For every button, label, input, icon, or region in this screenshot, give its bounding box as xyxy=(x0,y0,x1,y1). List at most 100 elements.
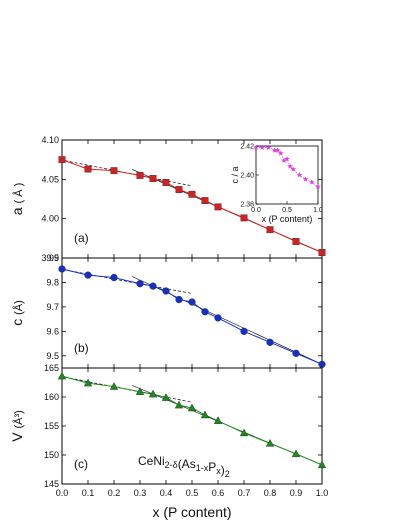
x-tick-label: 0.7 xyxy=(238,488,251,498)
data-point-2 xyxy=(265,144,272,150)
y-axis-label: a ( Å ) xyxy=(9,183,25,215)
y-tick-label: 165 xyxy=(44,363,59,373)
data-point-0 xyxy=(57,371,67,380)
y-tick-label: 3.95 xyxy=(41,253,59,263)
y-tick-label: 9.6 xyxy=(46,326,59,336)
x-tick-label: 0.6 xyxy=(212,488,225,498)
series-line xyxy=(61,268,323,365)
inset-y-tick-label: 2.38 xyxy=(240,202,254,209)
data-point-7 xyxy=(188,298,196,306)
panel-c: 145 150 155 160 165 V (Å³) (c) xyxy=(9,363,327,489)
panel-b: 9.5 9.6 9.7 9.8 9.9 c (Å) (b) xyxy=(9,253,326,369)
data-point-0 xyxy=(58,265,66,273)
data-point-5 xyxy=(277,150,284,156)
data-point-7 xyxy=(188,190,196,198)
x-tick-label: 0.9 xyxy=(290,488,303,498)
data-point-11 xyxy=(266,338,274,346)
y-tick-label: 155 xyxy=(44,421,59,431)
data-point-7 xyxy=(284,156,290,162)
y-tick-label: 9.5 xyxy=(46,351,59,361)
trend-line-low-x xyxy=(59,268,193,294)
data-point-9 xyxy=(213,416,223,424)
data-point-5 xyxy=(161,393,171,401)
data-point-11 xyxy=(266,226,274,234)
data-point-12 xyxy=(292,349,300,357)
data-point-3 xyxy=(271,147,278,153)
y-tick-label: 150 xyxy=(44,450,59,460)
data-point-9 xyxy=(290,166,297,172)
data-point-8 xyxy=(287,163,293,169)
data-point-0 xyxy=(253,144,259,150)
y-tick-label: 9.9 xyxy=(46,253,59,263)
y-tick-label: 4.10 xyxy=(41,135,59,145)
data-point-10 xyxy=(240,214,248,222)
data-point-9 xyxy=(214,203,222,211)
inset-y-axis-label: c / a xyxy=(230,166,240,183)
data-point-10 xyxy=(296,172,303,178)
data-point-9 xyxy=(214,314,222,322)
inset-x-tick-label: 1.0 xyxy=(313,207,323,214)
y-axis-label: V (Å³) xyxy=(9,410,25,442)
data-point-10 xyxy=(240,327,248,335)
y-tick-label: 145 xyxy=(44,479,59,489)
x-tick-label: 0.4 xyxy=(160,488,173,498)
panel-label: (b) xyxy=(74,341,89,355)
x-tick-label: 0.5 xyxy=(186,488,199,498)
data-point-8 xyxy=(200,410,210,419)
data-point-2 xyxy=(110,273,118,282)
panel-label: (a) xyxy=(74,231,89,245)
data-point-0 xyxy=(58,156,66,164)
data-point-12 xyxy=(291,449,301,458)
data-point-8 xyxy=(201,197,209,204)
data-point-10 xyxy=(239,428,249,437)
inset-x-tick-label: 0.5 xyxy=(282,207,292,214)
x-tick-label: 0.2 xyxy=(108,488,121,498)
x-tick-label: 1.0 xyxy=(316,488,329,498)
data-point-5 xyxy=(162,179,170,186)
x-tick-label: 0.8 xyxy=(264,488,277,498)
y-tick-label: 4.00 xyxy=(41,214,59,224)
data-point-4 xyxy=(149,175,157,182)
y-tick-label: 9.7 xyxy=(46,302,59,312)
panel-label: (c) xyxy=(74,457,88,471)
data-point-12 xyxy=(308,179,315,185)
data-point-1 xyxy=(84,165,92,173)
data-point-2 xyxy=(110,167,118,175)
data-point-4 xyxy=(274,147,281,153)
data-point-7 xyxy=(187,403,197,412)
data-point-6 xyxy=(175,295,183,304)
data-point-1 xyxy=(83,378,93,387)
y-tick-label: 9.8 xyxy=(46,277,59,287)
data-point-1 xyxy=(259,144,266,150)
data-point-3 xyxy=(135,387,145,395)
y-tick-label: 160 xyxy=(44,392,59,402)
y-axis-label: c (Å) xyxy=(9,300,25,326)
x-axis-label: x (P content) xyxy=(152,504,231,520)
series-line xyxy=(61,159,323,253)
data-point-6 xyxy=(174,400,184,409)
data-point-3 xyxy=(136,171,144,179)
inset-y-tick-label: 2.42 xyxy=(240,144,254,151)
data-point-5 xyxy=(162,287,170,295)
data-point-11 xyxy=(265,438,275,447)
data-point-8 xyxy=(201,308,209,316)
data-point-6 xyxy=(281,157,287,163)
data-point-2 xyxy=(109,382,119,390)
data-point-13 xyxy=(318,360,326,368)
data-point-13 xyxy=(315,183,321,190)
formula-label: CeNi2-δ(As1-xPx)2 xyxy=(138,454,230,479)
data-point-13 xyxy=(317,460,327,469)
data-point-12 xyxy=(292,238,300,245)
inset-x-tick-label: 0.0 xyxy=(251,207,261,214)
y-tick-label: 4.05 xyxy=(41,174,59,184)
inset-frame xyxy=(255,145,319,205)
inset-x-axis-label: x (P content) xyxy=(262,214,313,224)
plot-frame xyxy=(61,257,323,369)
data-point-3 xyxy=(136,280,144,288)
data-point-4 xyxy=(148,389,158,398)
data-point-13 xyxy=(318,249,326,256)
inset-chart: 2.38 2.40 2.42 0.0 0.5 1.0 c / a x (P content) xyxy=(230,144,323,225)
x-tick-label: 0.1 xyxy=(82,488,95,498)
x-tick-label: 0.3 xyxy=(134,488,147,498)
